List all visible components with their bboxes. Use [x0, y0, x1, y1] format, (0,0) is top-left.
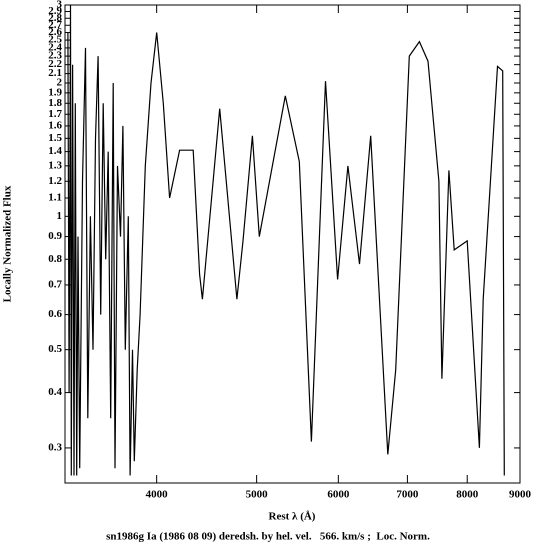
plot-frame	[64, 4, 521, 484]
y-tick-label: 2.6	[48, 26, 62, 38]
y-tick-label: 0.3	[48, 441, 62, 453]
x-tick-label: 5000	[246, 489, 269, 501]
y-tick-label: 0.7	[48, 278, 62, 290]
y-tick-label: 1.5	[48, 132, 62, 144]
y-tick-label: 2.8	[48, 12, 62, 24]
x-tick-label: 6000	[327, 489, 350, 501]
y-tick-label: 1.9	[48, 86, 62, 98]
y-tick-label: 2.7	[48, 19, 62, 31]
y-tick-label: 2.9	[48, 5, 62, 17]
x-tick-label: 9000	[509, 489, 532, 501]
x-tick-label: 7000	[396, 489, 419, 501]
spectrum-line	[67, 4, 505, 476]
y-tick-label: 1.4	[48, 145, 62, 157]
x-tick-label: 8000	[456, 489, 479, 501]
x-tick-label: 4000	[146, 489, 169, 501]
y-tick-label: 1	[57, 210, 63, 222]
y-tick-label: 1.3	[48, 159, 62, 171]
y-tick-label: 2.2	[48, 58, 62, 70]
y-tick-label: 1.2	[48, 175, 62, 187]
y-tick-label: 1.8	[48, 97, 62, 109]
y-axis-label: Locally Normalized Flux	[2, 185, 14, 302]
y-tick-label: 3	[57, 0, 63, 11]
y-tick-label: 2.4	[48, 41, 62, 53]
y-tick-label: 2.1	[48, 67, 62, 79]
y-tick-label: 1.7	[48, 108, 62, 120]
y-tick-label: 0.4	[48, 386, 62, 398]
y-tick-label: 1.1	[48, 192, 62, 204]
y-tick-label: 1.6	[48, 119, 62, 131]
y-tick-label: 0.6	[48, 308, 62, 320]
x-axis-label: Rest λ (Å)	[269, 511, 316, 523]
y-tick-label: 2.3	[48, 50, 62, 62]
y-tick-label: 2	[57, 77, 63, 89]
y-tick-label: 2.5	[48, 34, 62, 46]
y-tick-label: 0.5	[48, 343, 62, 355]
chart-title: sn1986g Ia (1986 08 09) deredsh. by hel.…	[106, 531, 430, 543]
y-tick-label: 0.8	[48, 253, 62, 265]
y-tick-label: 0.9	[48, 230, 62, 242]
